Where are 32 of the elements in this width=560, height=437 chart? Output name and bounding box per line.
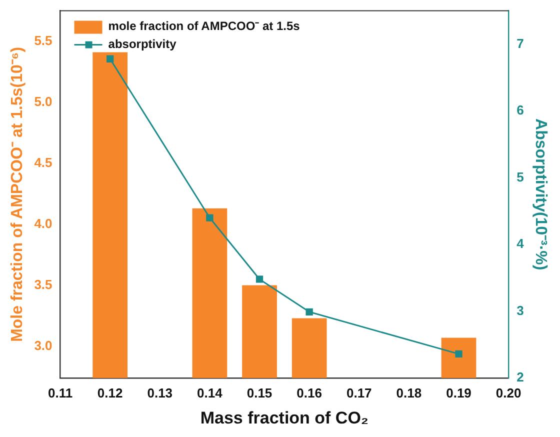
legend-label: mole fraction of AMPCOO⁻ at 1.5s xyxy=(108,19,300,34)
point xyxy=(206,214,214,222)
legend-label: absorptivity xyxy=(108,37,177,52)
point xyxy=(256,276,264,283)
y2-tick-label: 7 xyxy=(516,36,524,51)
x-tick-label: 0.20 xyxy=(496,385,522,400)
y2-tick-label: 4 xyxy=(516,236,525,252)
point xyxy=(306,308,313,316)
x-tick-label: 0.19 xyxy=(446,385,472,400)
y2-tick-label: 5 xyxy=(516,169,524,184)
y2-tick-label: 6 xyxy=(516,102,524,118)
x-tick-label: 0.17 xyxy=(346,385,372,400)
x-axis-title: Mass fraction of CO₂ xyxy=(200,408,368,428)
y2-tick-label: 3 xyxy=(516,302,524,318)
point xyxy=(455,350,462,358)
y-tick-label: 4.5 xyxy=(34,154,52,170)
y2-tick-label: 2 xyxy=(516,370,524,385)
x-tick-label: 0.11 xyxy=(48,385,73,400)
x-tick-label: 0.15 xyxy=(246,385,272,400)
x-tick-label: 0.16 xyxy=(296,385,322,400)
y-tick-label: 5.5 xyxy=(34,32,52,48)
y-tick-label: 5.0 xyxy=(34,94,52,109)
x-tick-label: 0.13 xyxy=(147,385,173,400)
x-tick-label: 0.14 xyxy=(197,385,224,400)
y-axis-title: Mole fraction of AMPCOO⁻ at 1.5s(10⁻⁶) xyxy=(9,46,26,342)
x-tick-label: 0.12 xyxy=(97,385,123,400)
y2-axis-title: Absorptivity(10⁻³·%) xyxy=(532,118,549,270)
y-tick-label: 4.0 xyxy=(34,216,52,231)
point xyxy=(106,55,114,62)
y-tick-label: 3.5 xyxy=(34,276,52,292)
x-tick-label: 0.18 xyxy=(396,385,422,400)
y-tick-label: 3.0 xyxy=(34,338,52,353)
